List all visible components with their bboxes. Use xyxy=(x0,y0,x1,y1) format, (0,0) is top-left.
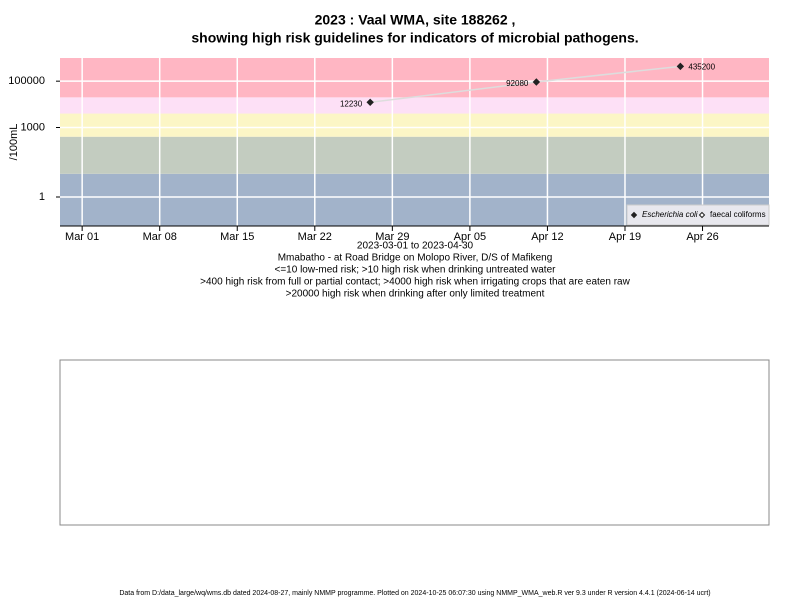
data-point xyxy=(676,62,685,71)
risk-band xyxy=(60,136,769,174)
legend-box xyxy=(626,204,770,226)
data-label: 435200 xyxy=(688,62,715,71)
risk-band xyxy=(60,97,769,114)
legend-marker xyxy=(630,211,638,219)
y-tick-label: 1 xyxy=(39,191,45,203)
x-tick-label: Mar 22 xyxy=(298,231,332,243)
data-label: 92080 xyxy=(506,79,529,88)
x-tick-label: Apr 26 xyxy=(686,231,718,243)
x-tick-label: Mar 01 xyxy=(65,231,99,243)
x-tick-label: Apr 05 xyxy=(454,231,486,243)
x-tick-label: Mar 29 xyxy=(375,231,409,243)
risk-band xyxy=(60,58,769,98)
data-label: 12230 xyxy=(340,99,363,108)
y-axis-label: /100mL xyxy=(8,124,20,161)
note-line: 2023-03-01 to 2023-04-30 xyxy=(357,241,474,252)
risk-band xyxy=(60,113,769,137)
y-tick-label: 100000 xyxy=(8,75,45,87)
x-tick-label: Apr 12 xyxy=(531,231,563,243)
data-point xyxy=(532,78,541,86)
x-tick-label: Mar 15 xyxy=(220,231,254,243)
note-line: Mmabatho - at Road Bridge on Molopo Rive… xyxy=(278,253,553,264)
footer: Data from D:/data_large/wq/wms.db dated … xyxy=(119,590,710,597)
legend-marker xyxy=(698,211,706,219)
note-line: <=10 low-med risk; >10 high risk when dr… xyxy=(275,265,557,276)
x-tick-label: Apr 19 xyxy=(609,231,641,243)
x-tick-label: Mar 08 xyxy=(143,231,177,243)
chart-subtitle: showing high risk guidelines for indicat… xyxy=(191,30,638,46)
legend-label: faecal coliforms xyxy=(710,210,766,219)
empty-panel xyxy=(59,359,770,526)
y-tick-label: 1000 xyxy=(21,121,45,133)
note-line: >20000 high risk when drinking after onl… xyxy=(286,289,545,300)
legend-label: Escherichia coli xyxy=(642,210,698,219)
data-point xyxy=(366,98,374,107)
note-line: >400 high risk from full or partial cont… xyxy=(200,277,630,288)
chart-title: 2023 : Vaal WMA, site 188262 , xyxy=(315,12,516,28)
